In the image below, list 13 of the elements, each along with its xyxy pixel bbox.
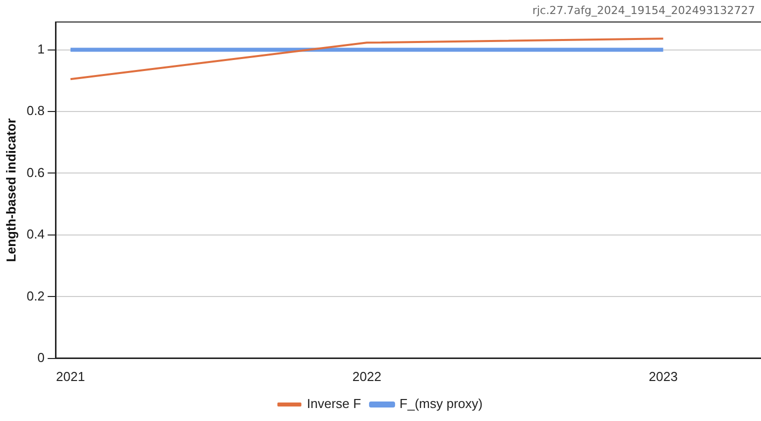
legend-label: F_(msy proxy): [400, 396, 483, 412]
x-tick-label: 2021: [56, 368, 85, 384]
x-tick-label: 2022: [352, 368, 382, 384]
y-axis-title: Length-based indicator: [3, 118, 18, 262]
y-tick-label: 0.6: [26, 164, 45, 180]
y-tick-label: 0: [37, 350, 45, 365]
y-tick-label: 1: [37, 41, 45, 56]
text: rjc.27.7afg_2024_19154_202493132727: [532, 4, 755, 17]
y-tick-label: 0.8: [26, 103, 45, 118]
x-tick-label: 2023: [648, 368, 678, 384]
y-tick-label: 0.4: [26, 226, 45, 242]
y-tick-label: 0.2: [26, 288, 45, 304]
legend-label: Inverse F: [306, 396, 362, 412]
